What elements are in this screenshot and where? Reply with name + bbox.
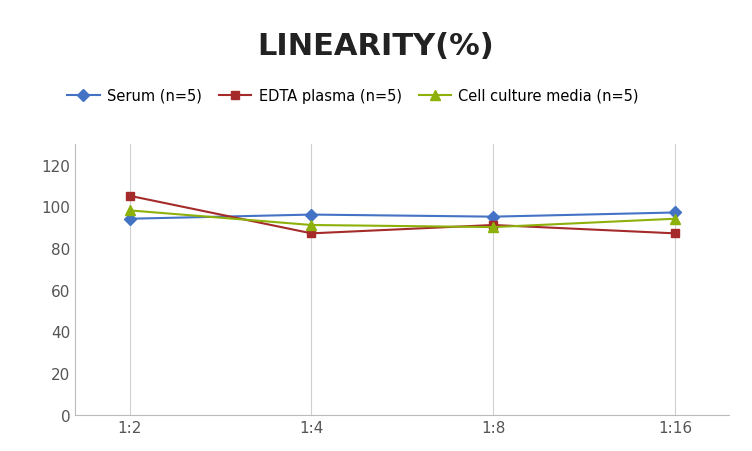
Cell culture media (n=5) bbox=[125, 208, 134, 214]
EDTA plasma (n=5) bbox=[671, 231, 680, 236]
Cell culture media (n=5) bbox=[489, 225, 498, 230]
Serum (n=5) bbox=[671, 210, 680, 216]
Line: Cell culture media (n=5): Cell culture media (n=5) bbox=[125, 206, 680, 232]
EDTA plasma (n=5) bbox=[489, 223, 498, 228]
Serum (n=5) bbox=[307, 212, 316, 218]
Line: EDTA plasma (n=5): EDTA plasma (n=5) bbox=[126, 192, 679, 238]
Serum (n=5) bbox=[489, 215, 498, 220]
Legend: Serum (n=5), EDTA plasma (n=5), Cell culture media (n=5): Serum (n=5), EDTA plasma (n=5), Cell cul… bbox=[68, 88, 639, 103]
EDTA plasma (n=5) bbox=[307, 231, 316, 236]
Serum (n=5) bbox=[125, 216, 134, 222]
EDTA plasma (n=5) bbox=[125, 193, 134, 199]
Cell culture media (n=5) bbox=[671, 216, 680, 222]
Cell culture media (n=5) bbox=[307, 223, 316, 228]
Line: Serum (n=5): Serum (n=5) bbox=[126, 209, 679, 223]
Text: LINEARITY(%): LINEARITY(%) bbox=[258, 32, 494, 60]
